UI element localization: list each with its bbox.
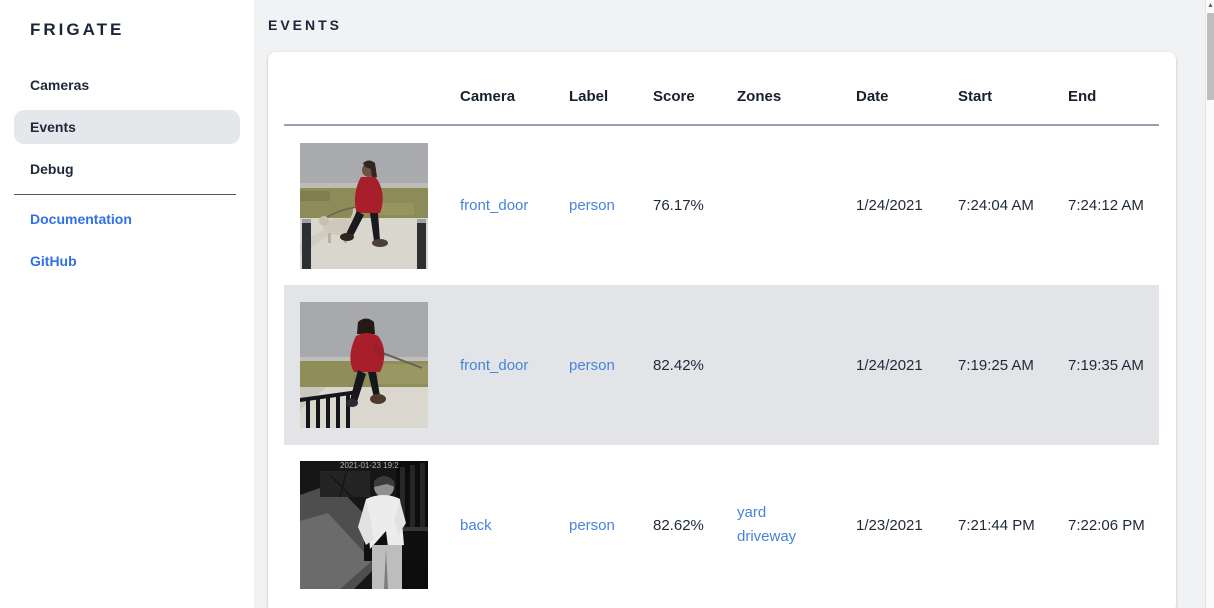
- column-header-end: End: [1068, 87, 1097, 105]
- event-score: 76.17%: [653, 197, 704, 214]
- column-header-start: Start: [958, 87, 993, 105]
- sidebar-link-github[interactable]: GitHub: [30, 253, 77, 269]
- event-row[interactable]: front_door person 76.17% 1/24/2021 7:24:…: [284, 125, 1159, 285]
- event-end-time: 7:22:06 PM: [1068, 516, 1145, 534]
- event-zones: [737, 285, 856, 445]
- sidebar-link-documentation[interactable]: Documentation: [30, 211, 132, 227]
- column-header-zones: Zones: [737, 87, 782, 105]
- sidebar: FRIGATE Cameras Events Debug Documentati…: [0, 0, 254, 608]
- event-label-link[interactable]: person: [569, 197, 615, 214]
- app-logo: FRIGATE: [30, 20, 125, 39]
- event-label-link[interactable]: person: [569, 356, 615, 374]
- event-date: 1/24/2021: [856, 356, 923, 374]
- event-thumbnail[interactable]: [300, 142, 428, 269]
- event-score: 82.62%: [653, 516, 704, 534]
- event-zone-link[interactable]: driveway: [737, 528, 797, 545]
- event-score: 82.42%: [653, 356, 704, 374]
- event-row[interactable]: front_door person 82.42% 1/24/2021 7:19:…: [284, 285, 1159, 445]
- event-date: 1/23/2021: [856, 516, 923, 534]
- column-header-label: Label: [569, 87, 609, 105]
- event-start-time: 7:19:25 AM: [958, 356, 1034, 374]
- event-zones: [737, 125, 856, 285]
- main-content: EVENTS Camera Label Score Zones Date Sta…: [254, 0, 1214, 608]
- sidebar-divider: [14, 194, 236, 195]
- event-end-time: 7:24:12 AM: [1068, 197, 1144, 214]
- event-thumbnail[interactable]: 2021-01-23 19:2: [300, 461, 428, 589]
- event-camera-link[interactable]: front_door: [460, 356, 529, 374]
- event-zones: yard driveway: [737, 445, 856, 605]
- scrollbar-thumb[interactable]: [1207, 13, 1214, 100]
- table-header-row: Camera Label Score Zones Date Start End: [284, 68, 1159, 125]
- column-header-date: Date: [856, 87, 889, 105]
- sidebar-nav: Cameras Events Debug Documentation GitHu…: [0, 68, 254, 278]
- sidebar-item-debug[interactable]: Debug: [30, 161, 74, 177]
- event-thumbnail[interactable]: [300, 302, 428, 428]
- page-title: EVENTS: [268, 17, 343, 33]
- event-camera-link[interactable]: back: [460, 516, 492, 534]
- thumbnail-scene-red-coat-dog: [300, 142, 428, 269]
- event-start-time: 7:21:44 PM: [958, 516, 1035, 534]
- event-zone-link[interactable]: yard: [737, 504, 767, 521]
- event-end-time: 7:19:35 AM: [1068, 356, 1144, 374]
- event-label-link[interactable]: person: [569, 516, 615, 534]
- thumbnail-timestamp: 2021-01-23 19:2: [340, 461, 399, 470]
- scrollbar[interactable]: ▲: [1205, 0, 1214, 608]
- event-start-time: 7:24:04 AM: [958, 197, 1034, 214]
- thumbnail-scene-red-hoodie: [300, 302, 428, 428]
- sidebar-item-events[interactable]: Events: [14, 110, 240, 144]
- scrollbar-up-icon[interactable]: ▲: [1207, 2, 1214, 9]
- events-card: Camera Label Score Zones Date Start End: [268, 52, 1176, 608]
- events-table: Camera Label Score Zones Date Start End: [284, 68, 1159, 605]
- sidebar-item-cameras[interactable]: Cameras: [30, 77, 90, 93]
- event-row[interactable]: 2021-01-23 19:2 back person 82.62% yard …: [284, 445, 1159, 605]
- thumbnail-scene-night-person: 2021-01-23 19:2: [300, 461, 428, 589]
- column-header-thumbnail: [284, 68, 460, 125]
- event-camera-link[interactable]: front_door: [460, 197, 529, 214]
- column-header-score: Score: [653, 87, 695, 105]
- event-date: 1/24/2021: [856, 197, 923, 214]
- column-header-camera: Camera: [460, 87, 516, 105]
